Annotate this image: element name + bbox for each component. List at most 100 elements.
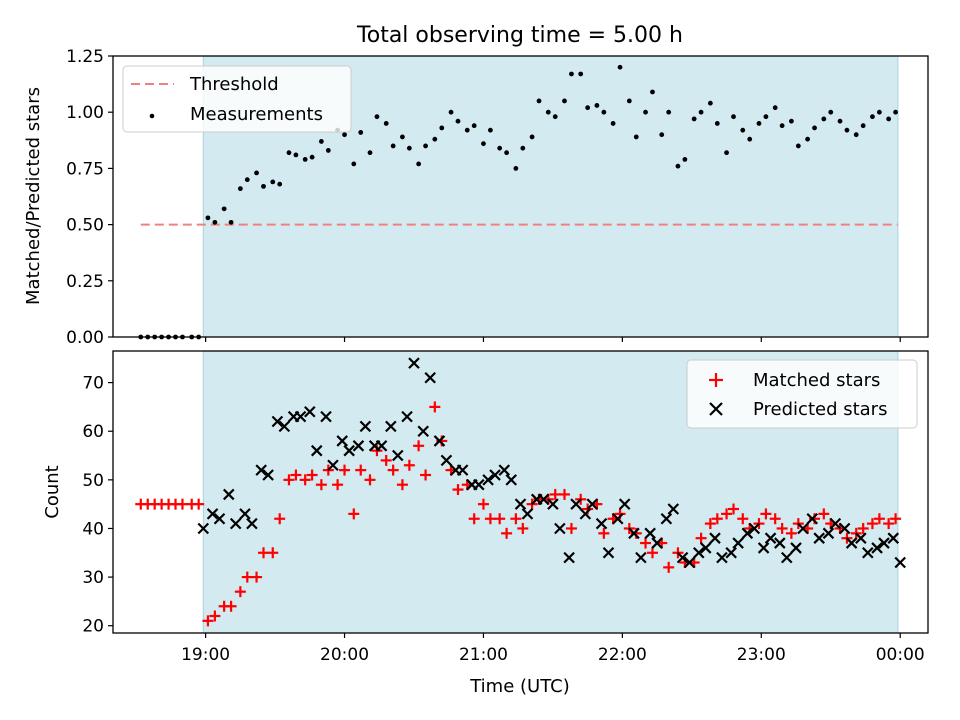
matched-star-point [769,513,781,525]
measurement-point [562,98,567,104]
predicted-star-point [352,440,365,452]
measurement-point [374,114,380,120]
matched-star-point [364,474,376,486]
predicted-star-point [813,532,825,544]
ratio-y-axis-label: Matched/Predicted stars [23,87,44,305]
predicted-star-point [359,420,372,433]
y-tick-label: 0.50 [66,216,104,236]
predicted-star-point [294,410,307,423]
predicted-star-point [611,512,624,525]
matched-star-point [332,479,344,491]
predicted-star-point [456,464,469,476]
measurement-point [488,127,493,133]
matched-star-point [225,600,237,612]
measurement-point [837,118,843,124]
measurement-point [675,163,681,169]
matched-star-point [598,527,610,539]
matched-star-point [728,503,740,515]
predicted-star-point [262,469,274,481]
matched-star-point [646,547,658,559]
predicted-star-point [586,498,599,510]
matched-star-point [517,522,529,534]
predicted-star-point [716,551,728,564]
measurement-point [277,181,283,187]
predicted-star-point [651,537,663,549]
ratio-x-ticks [205,337,901,342]
matched-star-point [290,469,302,481]
y-tick-label: 50 [82,471,104,491]
legend-threshold-label: Threshold [189,74,279,95]
x-tick-label: 23:00 [737,645,786,665]
measurement-point [261,183,266,189]
predicted-star-point [563,551,575,564]
predicted-star-point [505,474,518,486]
x-tick-label: 21:00 [459,645,508,665]
matched-star-point [663,561,675,573]
predicted-stars-points [197,357,906,569]
predicted-star-point [554,522,566,535]
measurement-point [691,116,697,122]
predicted-star-point [797,522,809,535]
predicted-star-point [537,493,550,506]
predicted-star-point [310,444,323,457]
matched-star-point [501,527,513,539]
measurement-point [536,98,542,104]
legend-matched-swatch [709,373,723,387]
matched-star-point [776,522,788,534]
measurement-point [342,132,347,138]
measurement-point [464,127,470,133]
measurement-point [714,121,720,126]
legend-matched-label: Matched stars [753,370,880,391]
matched-star-point [241,571,253,583]
predicted-star-point [514,498,527,510]
counts-legend-box [686,359,918,429]
measurement-point [747,136,753,142]
predicted-star-point [862,546,874,559]
measurement-point [578,71,584,77]
predicted-star-point [683,556,696,569]
predicted-star-point [845,537,858,549]
predicted-star-point [239,508,251,520]
predicted-star-point [433,435,446,447]
matched-star-point [565,522,577,534]
predicted-star-point [855,532,867,544]
predicted-star-point [320,410,332,423]
measurement-point [893,109,898,115]
predicted-star-point [343,444,355,457]
predicted-star-point [676,551,689,564]
predicted-star-point [887,532,900,544]
y-tick-label: 40 [82,519,104,539]
measurement-point [529,134,535,140]
measurement-point [731,114,736,120]
matched-star-point [396,479,408,491]
x-tick-label: 00:00 [876,645,925,665]
predicted-star-point [440,454,453,467]
predicted-star-point [521,508,534,520]
matched-star-point [695,532,707,544]
matched-star-point [760,508,772,520]
matched-star-point [640,537,652,549]
y-tick-label: 30 [82,568,104,588]
matched-star-point [857,522,869,534]
legend-predicted-label: Predicted stars [753,399,887,420]
predicted-star-point [644,527,656,540]
measurement-point [795,143,801,149]
measurement-point [302,157,308,162]
matched-star-point [510,513,522,525]
predicted-star-point [229,517,242,530]
predicted-star-point [489,469,501,481]
ratio-axes-frame [112,55,929,338]
measurement-point [724,150,729,156]
measurement-point [221,206,227,212]
predicted-star-point [790,542,802,554]
measurement-point [698,109,704,115]
measurement-points [138,64,898,340]
matched-star-point [866,518,878,530]
predicted-star-point [222,488,235,501]
matched-star-point [420,469,432,481]
measurement-point [423,143,428,149]
matched-star-point [299,474,311,486]
matched-star-point [477,498,489,510]
predicted-star-point [618,498,631,510]
measurement-point [318,139,324,144]
